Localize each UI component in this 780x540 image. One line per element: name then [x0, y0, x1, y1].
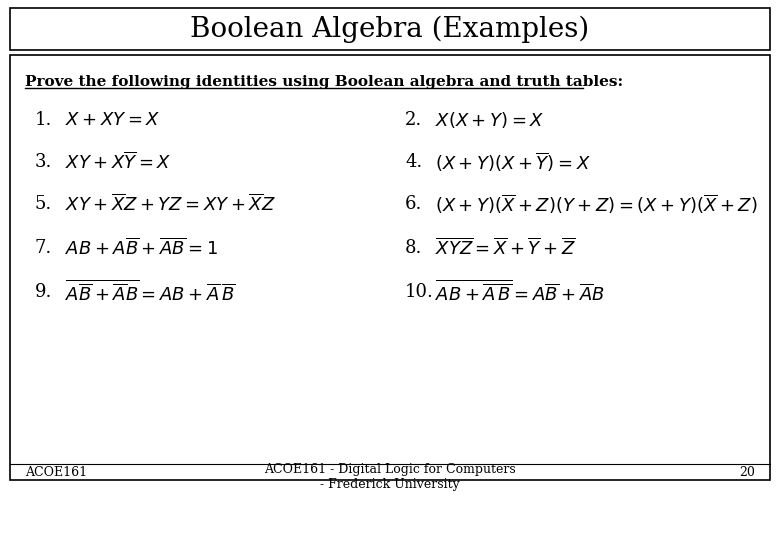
- Text: 8.: 8.: [405, 239, 423, 257]
- Text: 1.: 1.: [35, 111, 52, 129]
- Text: ACOE161 - Digital Logic for Computers
- Frederick University: ACOE161 - Digital Logic for Computers - …: [264, 463, 516, 491]
- Text: 6.: 6.: [405, 195, 423, 213]
- Text: Prove the following identities using Boolean algebra and truth tables:: Prove the following identities using Boo…: [25, 75, 623, 89]
- Text: 10.: 10.: [405, 283, 434, 301]
- Text: 7.: 7.: [35, 239, 52, 257]
- Text: 4.: 4.: [405, 153, 422, 171]
- FancyBboxPatch shape: [10, 8, 770, 50]
- Text: $\overline{A\overline{B}+\overline{A}B} = AB + \overline{A}\,\overline{B}$: $\overline{A\overline{B}+\overline{A}B} …: [65, 279, 236, 305]
- Text: $(X+Y)(\overline{X}+Z)(Y+Z) = (X+Y)(\overline{X}+Z)$: $(X+Y)(\overline{X}+Z)(Y+Z) = (X+Y)(\ove…: [435, 192, 757, 216]
- Text: $\overline{XYZ} = \overline{X} + \overline{Y} + \overline{Z}$: $\overline{XYZ} = \overline{X} + \overli…: [435, 237, 576, 259]
- Text: $\overline{AB+\overline{A}\,\overline{B}} = A\overline{B} + \overline{A}B$: $\overline{AB+\overline{A}\,\overline{B}…: [435, 279, 604, 305]
- Text: $XY + X\overline{Y} = X$: $XY + X\overline{Y} = X$: [65, 151, 172, 173]
- Text: $(X+Y)(X+\overline{Y}) = X$: $(X+Y)(X+\overline{Y}) = X$: [435, 150, 590, 174]
- Text: Boolean Algebra (Examples): Boolean Algebra (Examples): [190, 15, 590, 43]
- Text: 3.: 3.: [35, 153, 52, 171]
- Text: 9.: 9.: [35, 283, 52, 301]
- Text: $X(X+Y) = X$: $X(X+Y) = X$: [435, 110, 544, 130]
- FancyBboxPatch shape: [10, 55, 770, 480]
- Text: $AB + A\overline{B} + \overline{AB} = 1$: $AB + A\overline{B} + \overline{AB} = 1$: [65, 237, 218, 259]
- Text: $XY + \overline{X}Z + YZ = XY + \overline{X}Z$: $XY + \overline{X}Z + YZ = XY + \overlin…: [65, 193, 276, 215]
- Text: 2.: 2.: [405, 111, 422, 129]
- Text: $X + XY = X$: $X + XY = X$: [65, 111, 160, 129]
- Text: ACOE161: ACOE161: [25, 467, 87, 480]
- Text: 20: 20: [739, 467, 755, 480]
- Text: 5.: 5.: [35, 195, 52, 213]
